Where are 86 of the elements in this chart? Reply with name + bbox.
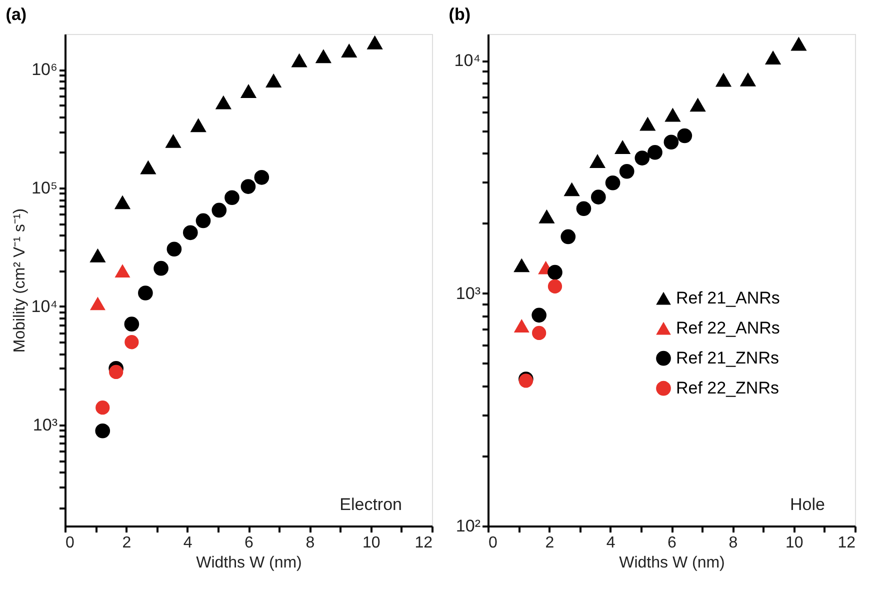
y-tick-label: 10³ bbox=[32, 415, 58, 434]
point bbox=[634, 150, 650, 166]
x-tick-label: 2 bbox=[122, 534, 132, 552]
point bbox=[291, 53, 308, 68]
point bbox=[619, 164, 634, 179]
x-axis-title: Widths W (nm) bbox=[619, 554, 725, 572]
point bbox=[664, 108, 681, 122]
x-tick-label: 2 bbox=[545, 534, 554, 552]
y-tick-label: 10² bbox=[456, 516, 481, 536]
y-tick-label: 10⁵ bbox=[32, 178, 58, 198]
point bbox=[677, 128, 692, 144]
point bbox=[114, 195, 131, 210]
legend-label: Ref 21_ANRs bbox=[676, 288, 780, 308]
x-tick-label: 4 bbox=[606, 534, 616, 552]
point bbox=[90, 248, 106, 262]
point bbox=[138, 286, 153, 300]
point bbox=[764, 50, 782, 65]
point bbox=[182, 225, 198, 240]
point bbox=[590, 190, 606, 204]
point bbox=[215, 95, 232, 110]
point bbox=[560, 229, 576, 244]
legend-label: Ref 22_ANRs bbox=[676, 318, 780, 338]
x-tick-label: 12 bbox=[838, 534, 856, 552]
point bbox=[109, 364, 124, 379]
point bbox=[124, 316, 140, 332]
point bbox=[114, 264, 130, 278]
point bbox=[166, 242, 182, 257]
x-tick-label: 10 bbox=[785, 534, 804, 552]
point bbox=[190, 118, 206, 132]
point bbox=[95, 423, 110, 438]
y-tick-label: 10⁴ bbox=[454, 51, 480, 70]
point bbox=[740, 72, 756, 86]
point bbox=[315, 49, 332, 64]
point bbox=[514, 258, 530, 272]
x-tick-label: 8 bbox=[728, 534, 738, 552]
point bbox=[140, 160, 156, 174]
y-tick-label: 10⁶ bbox=[32, 60, 58, 80]
point bbox=[254, 170, 270, 185]
chart-title: (b) bbox=[448, 5, 471, 24]
annotation: Electron bbox=[340, 495, 402, 514]
point bbox=[165, 134, 182, 148]
point bbox=[690, 98, 706, 112]
x-tick-label: 12 bbox=[414, 534, 433, 552]
point bbox=[266, 74, 282, 88]
point bbox=[196, 213, 211, 228]
legend-label: Ref 21_ZNRs bbox=[676, 348, 779, 368]
point bbox=[548, 264, 562, 280]
point bbox=[532, 308, 546, 323]
x-tick-label: 8 bbox=[306, 534, 315, 552]
point bbox=[96, 400, 110, 415]
x-tick-label: 0 bbox=[488, 534, 498, 552]
x-tick-label: 0 bbox=[66, 534, 74, 552]
point bbox=[614, 140, 631, 154]
x-tick-label: 6 bbox=[668, 534, 677, 552]
point bbox=[589, 154, 606, 168]
point bbox=[341, 44, 358, 58]
point bbox=[366, 35, 383, 50]
point bbox=[90, 296, 106, 310]
point bbox=[640, 116, 656, 131]
point bbox=[664, 134, 679, 150]
annotation: Hole bbox=[790, 495, 825, 514]
point bbox=[538, 209, 555, 224]
y-tick-label: 10⁴ bbox=[31, 296, 58, 316]
x-axis-title: Widths W (nm) bbox=[196, 554, 302, 572]
chart-title: (a) bbox=[6, 5, 27, 24]
point bbox=[548, 279, 562, 294]
point bbox=[532, 326, 546, 340]
point bbox=[224, 190, 240, 206]
x-tick-label: 10 bbox=[362, 534, 380, 552]
point bbox=[605, 175, 620, 190]
point bbox=[212, 202, 227, 218]
point bbox=[564, 182, 580, 196]
x-tick-label: 6 bbox=[244, 534, 254, 552]
point bbox=[240, 179, 256, 194]
point bbox=[790, 36, 807, 51]
point bbox=[576, 201, 592, 216]
point bbox=[124, 335, 139, 350]
x-tick-label: 4 bbox=[183, 534, 192, 552]
point bbox=[240, 84, 257, 98]
point bbox=[715, 72, 732, 87]
y-tick-label: 10³ bbox=[456, 284, 481, 303]
point bbox=[514, 319, 530, 332]
point bbox=[154, 260, 168, 276]
y-axis-title: Mobility (cm² V⁻¹ s⁻¹) bbox=[11, 208, 28, 353]
point bbox=[648, 144, 662, 160]
legend-label: Ref 22_ZNRs bbox=[676, 378, 779, 398]
